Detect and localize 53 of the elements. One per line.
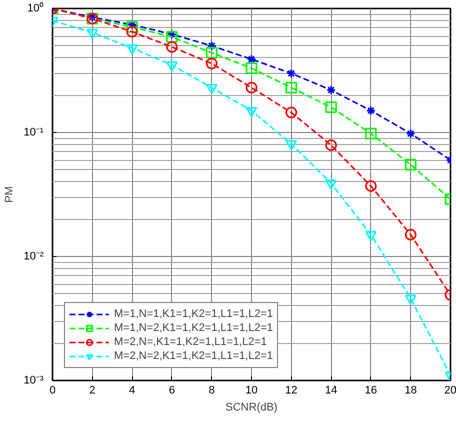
point <box>206 58 218 70</box>
point <box>286 106 298 118</box>
point <box>126 26 138 38</box>
point <box>366 106 376 116</box>
y-tick-label: 10⁻² <box>24 250 44 262</box>
y-tick-label: 10⁻¹ <box>24 126 44 138</box>
x-tick-label: 2 <box>89 384 96 396</box>
point <box>326 85 336 95</box>
legend-label: M=1,N=1,K1=1,K2=1,L1=1,L2=1 <box>114 307 274 321</box>
x-tick-label: 10 <box>245 384 258 396</box>
point <box>166 61 178 72</box>
point <box>86 28 98 40</box>
y-tick-label: 10⁰ <box>27 2 44 14</box>
x-tick-label: 8 <box>208 384 215 396</box>
x-axis-title: SCNR(dB) <box>226 402 278 414</box>
legend-label: M=2,N=,K1=1,K2=1,L1=1,L2=1 <box>114 335 267 349</box>
point <box>246 106 258 118</box>
point <box>126 44 138 55</box>
point <box>365 128 377 140</box>
point <box>206 84 218 94</box>
point <box>286 68 296 78</box>
point <box>404 158 416 170</box>
legend-label: M=1,N=2,K1=1,K2=1,L1=1,L2=1 <box>114 321 274 335</box>
point <box>404 294 416 305</box>
point <box>246 62 258 74</box>
point <box>325 139 337 151</box>
point <box>167 29 177 40</box>
point <box>325 180 337 190</box>
legend-label: M=2,N=2,K1=1,K2=1,L1=1,L2=1 <box>114 349 274 363</box>
x-tick-label: 18 <box>404 384 417 396</box>
point <box>365 180 377 192</box>
point <box>286 140 298 150</box>
point <box>404 228 416 240</box>
point <box>365 230 377 242</box>
x-tick-label: 20 <box>444 384 456 396</box>
point <box>126 21 138 33</box>
point <box>206 41 216 51</box>
point <box>127 20 137 30</box>
x-tick-label: 16 <box>364 384 378 396</box>
x-tick-label: 12 <box>285 384 298 396</box>
point <box>246 82 258 94</box>
point <box>286 82 298 94</box>
x-tick-label: 0 <box>49 384 56 396</box>
point <box>406 128 416 138</box>
point <box>206 46 218 59</box>
y-tick-label: 10⁻³ <box>24 374 44 386</box>
x-tick-label: 4 <box>129 384 136 396</box>
x-tick-label: 14 <box>324 384 338 396</box>
x-tick-label: 6 <box>168 384 175 396</box>
point <box>166 41 178 53</box>
point <box>166 31 178 43</box>
y-axis-title: PM <box>4 186 16 203</box>
point <box>325 101 337 113</box>
